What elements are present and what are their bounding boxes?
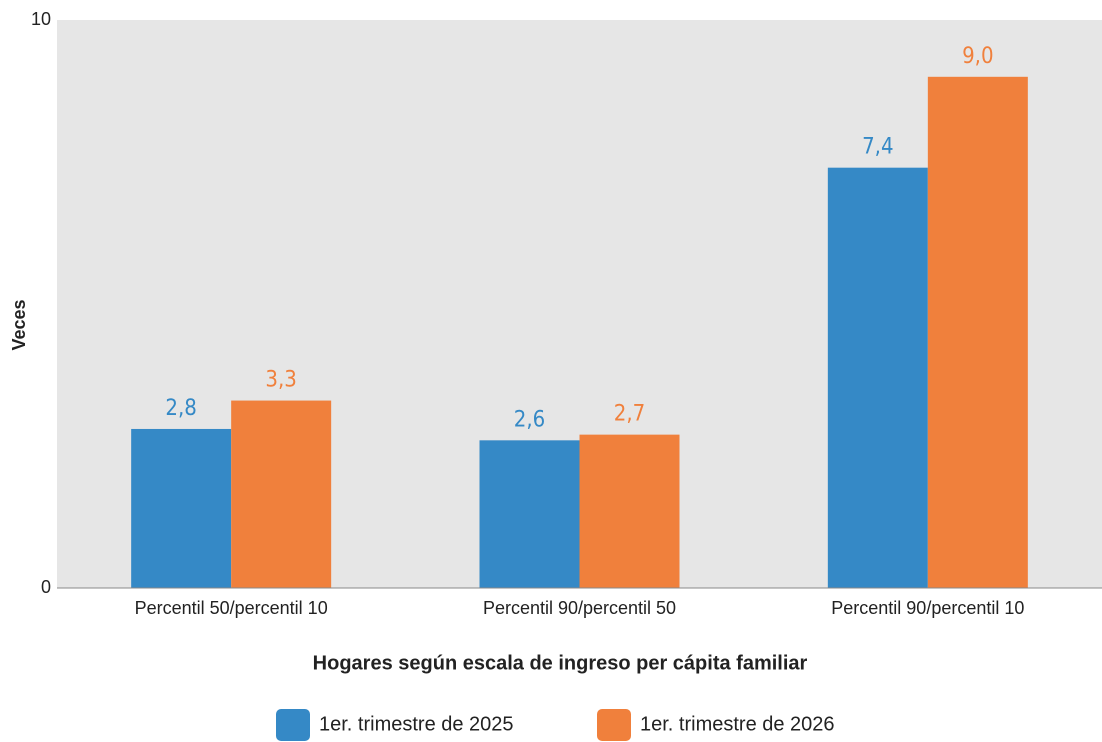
bar <box>479 440 580 588</box>
bar <box>579 434 680 588</box>
value-label: 2,8 <box>165 396 196 421</box>
value-label: 2,6 <box>514 407 545 432</box>
bar <box>927 76 1028 589</box>
value-label: 3,3 <box>265 368 296 393</box>
x-tick-label: Percentil 90/percentil 50 <box>483 598 676 618</box>
legend-swatch <box>276 709 310 741</box>
x-tick-label: Percentil 90/percentil 10 <box>831 598 1024 618</box>
bar <box>827 167 928 588</box>
legend-label: 1er. trimestre de 2026 <box>640 713 835 735</box>
value-label: 7,4 <box>862 135 893 160</box>
x-tick-label: Percentil 50/percentil 10 <box>135 598 328 618</box>
value-label: 9,0 <box>962 44 993 69</box>
value-label: 2,7 <box>614 402 645 427</box>
y-axis-title: Veces <box>9 299 29 350</box>
bar <box>231 400 332 588</box>
y-tick-label: 0 <box>41 577 51 597</box>
legend-swatch <box>597 709 631 741</box>
legend-label: 1er. trimestre de 2025 <box>319 713 514 735</box>
y-tick-label: 10 <box>31 9 51 29</box>
bar <box>131 428 232 588</box>
x-axis-title: Hogares según escala de ingreso per cápi… <box>313 652 808 674</box>
